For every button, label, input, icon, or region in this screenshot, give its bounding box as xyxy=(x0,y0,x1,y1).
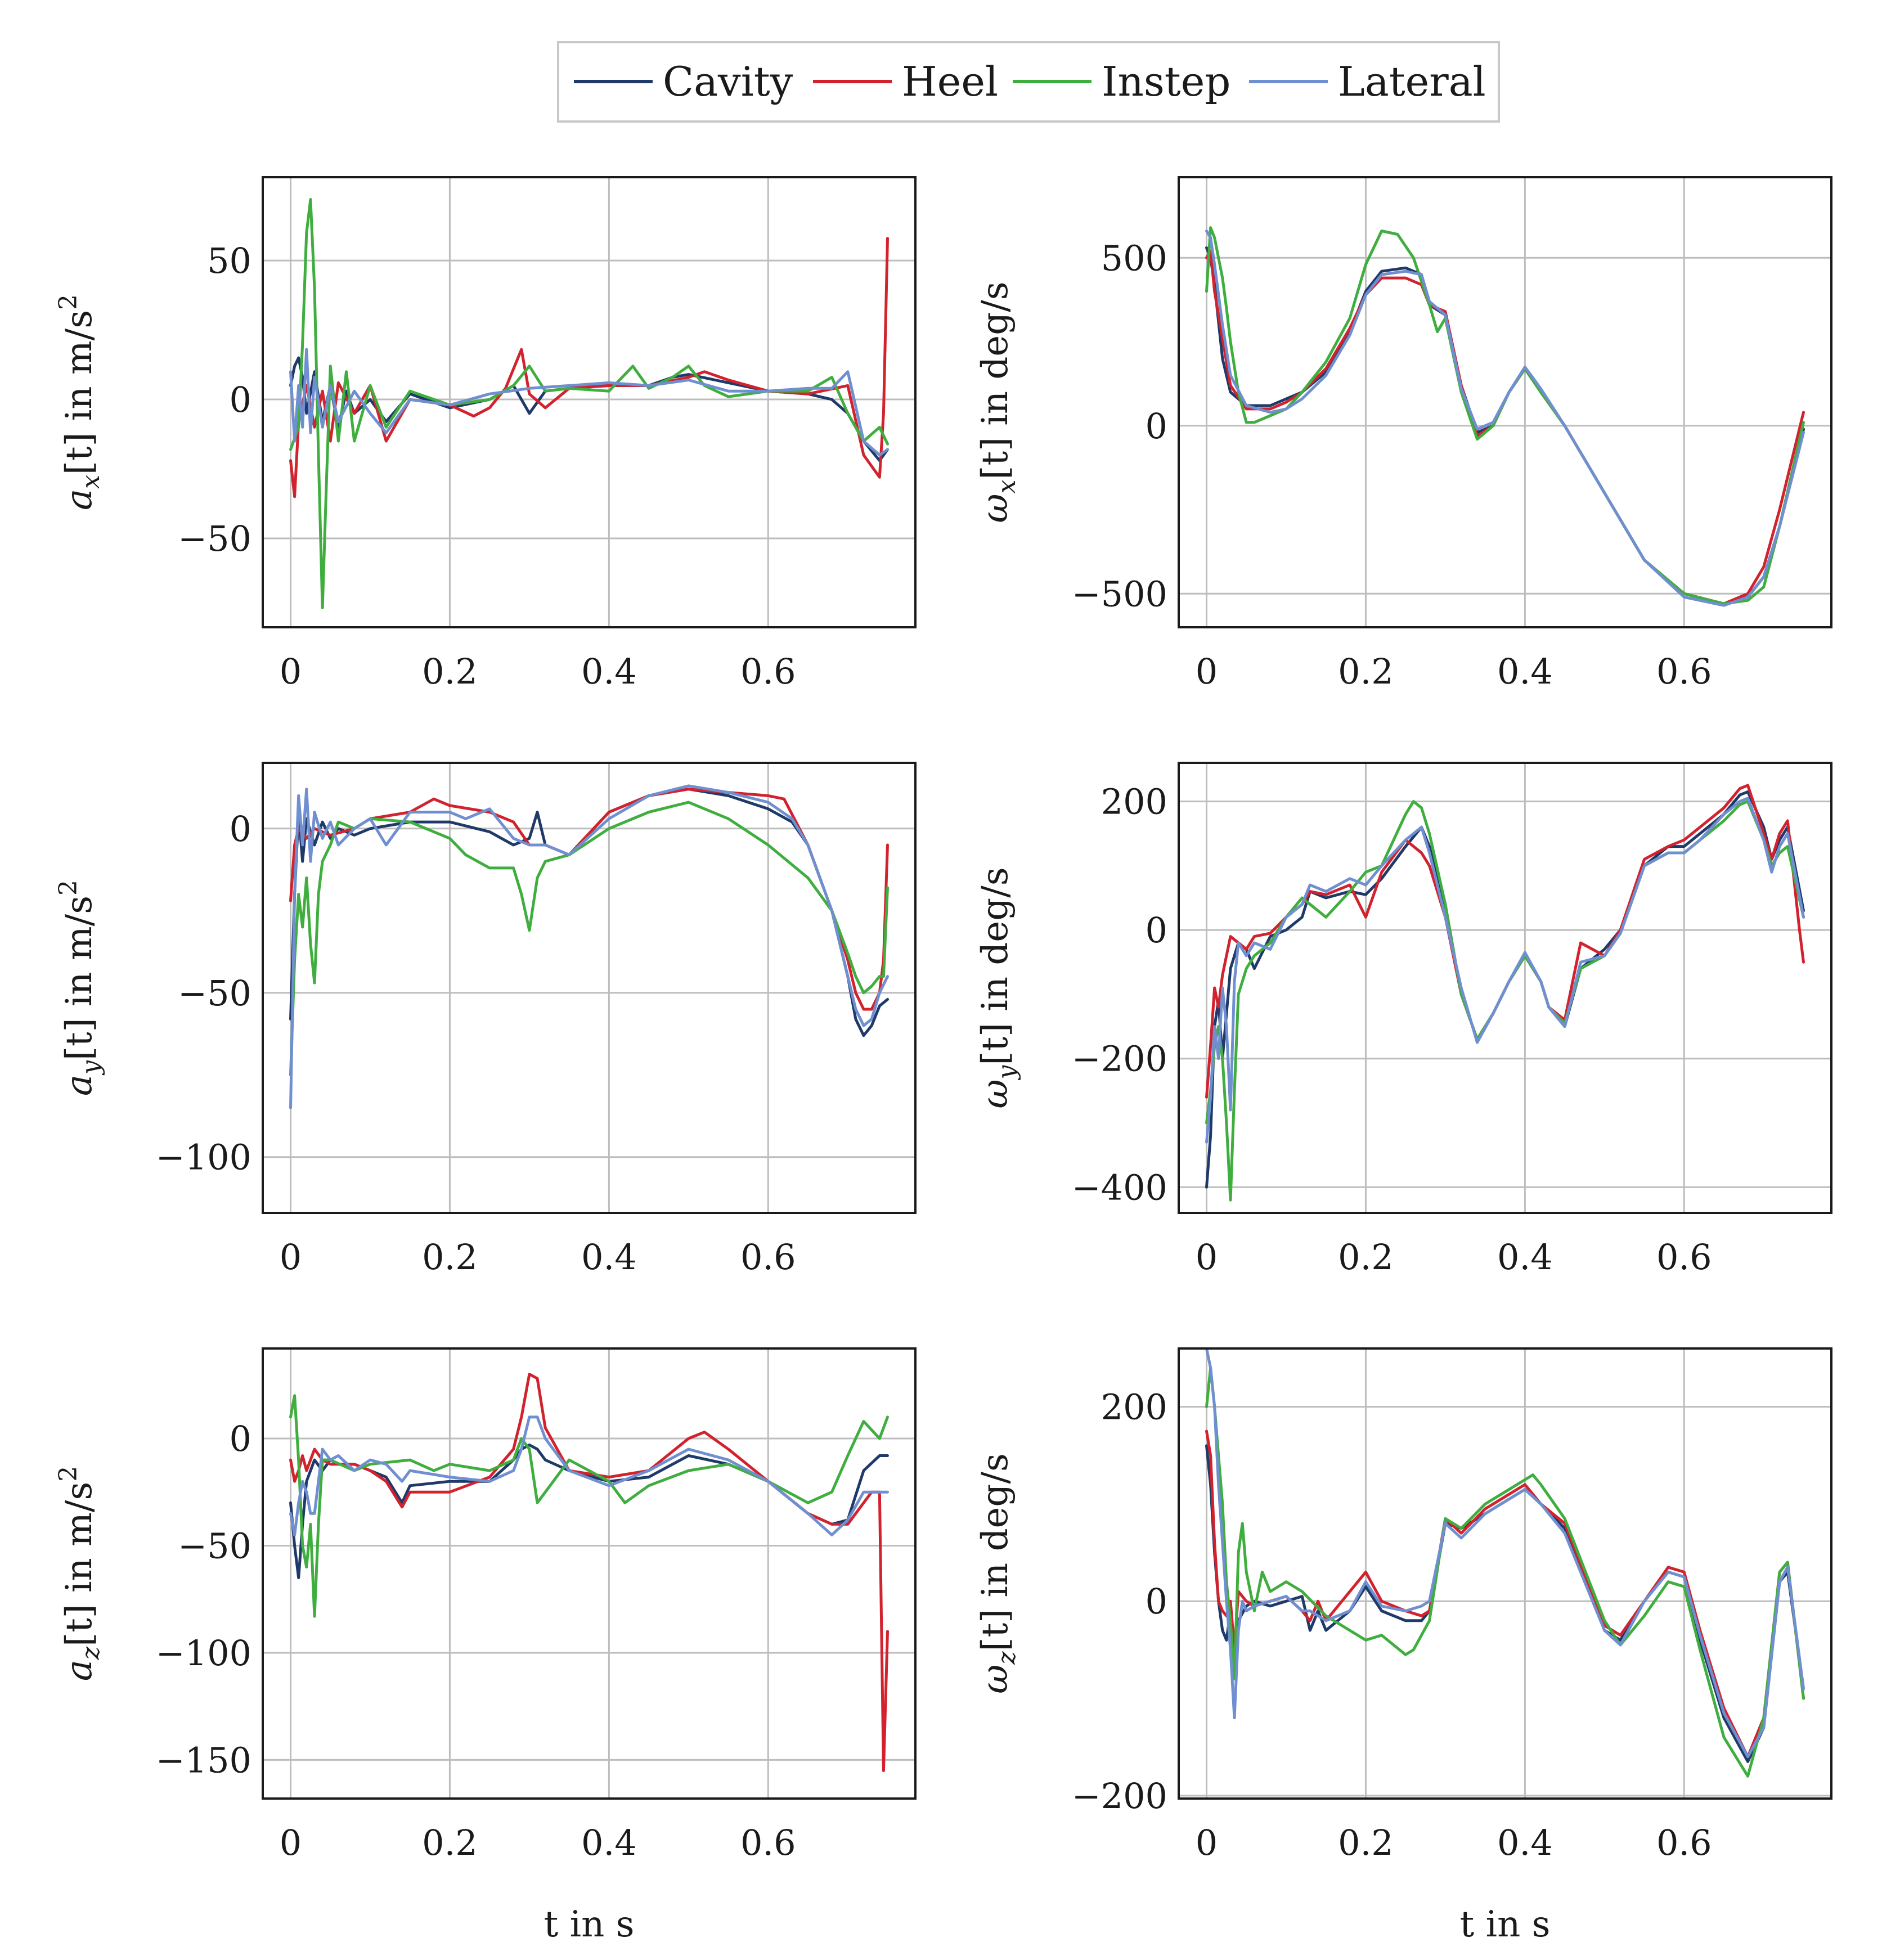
series-line-lateral xyxy=(289,784,889,1109)
y-tick-label: −100 xyxy=(156,1137,251,1178)
y-tick-label: 0 xyxy=(230,808,251,849)
series-group-ay xyxy=(289,784,889,1109)
x-tick-label: 0.2 xyxy=(422,1822,478,1863)
series-line-heel xyxy=(289,237,889,498)
y-tick-label: −50 xyxy=(178,1525,251,1566)
x-tick-label: 0.6 xyxy=(740,1237,796,1278)
x-tick-label: 0.4 xyxy=(1497,1822,1553,1863)
y-tick-label: −200 xyxy=(1072,1039,1167,1080)
y-tick-label: 0 xyxy=(230,1418,251,1459)
grid-ax xyxy=(263,177,915,627)
x-tick-label: 0.6 xyxy=(1656,651,1712,692)
y-axis-label: ωx[t] in deg/s xyxy=(974,281,1021,523)
y-tick-label: −200 xyxy=(1072,1775,1167,1817)
x-tick-label: 0.4 xyxy=(1497,1237,1553,1278)
y-tick-label: −150 xyxy=(156,1739,251,1781)
x-tick-label: 0 xyxy=(280,651,302,692)
plot-frame-ay xyxy=(262,762,917,1214)
x-tick-label: 0.6 xyxy=(1656,1822,1712,1863)
series-line-instep xyxy=(289,1394,889,1618)
chart-wz: 0 0.2 0.4 0.6 200 0 −200 ωz[t] in deg/s t in s xyxy=(974,1347,1832,1945)
y-tick-label: 0 xyxy=(1146,406,1167,447)
plot-frame-wx xyxy=(1178,176,1832,628)
y-tick-label: 200 xyxy=(1101,1387,1167,1428)
x-tick-label: 0.2 xyxy=(422,651,478,692)
x-tick-label: 0.4 xyxy=(581,1237,637,1278)
x-tick-label: 0 xyxy=(1196,1822,1218,1863)
grid-az xyxy=(263,1348,915,1799)
plot-frame-wy xyxy=(1178,762,1832,1214)
series-group-wz xyxy=(1205,1348,1805,1778)
series-group-wx xyxy=(1205,226,1805,607)
chart-ax: 0 0.2 0.4 0.6 50 0 −50 ax[t] in m/s2 xyxy=(54,176,917,692)
legend: Cavity Heel Instep Lateral xyxy=(557,41,1500,123)
series-line-instep xyxy=(289,801,889,1077)
chart-wy: 0 0.2 0.4 0.6 200 0 −200 −400 ωy[t] in deg/s xyxy=(974,762,1832,1278)
y-axis-label: ωy[t] in deg/s xyxy=(974,867,1021,1108)
y-tick-label: −500 xyxy=(1072,573,1167,614)
x-tick-label: 0.4 xyxy=(581,651,637,692)
legend-entry-heel: Heel xyxy=(813,58,998,105)
x-tick-label: 0 xyxy=(1196,651,1218,692)
x-tick-label: 0.4 xyxy=(581,1822,637,1863)
y-tick-label: 0 xyxy=(1146,1581,1167,1622)
legend-label-heel: Heel xyxy=(902,58,998,105)
y-tick-label: −400 xyxy=(1072,1167,1167,1208)
legend-entry-cavity: Cavity xyxy=(574,58,793,105)
legend-label-cavity: Cavity xyxy=(663,58,793,105)
grid-wx xyxy=(1179,177,1831,627)
x-tick-label: 0.2 xyxy=(422,1237,478,1278)
y-axis-label: ax[t] in m/s2 xyxy=(54,294,105,510)
chart-az: 0 0.2 0.4 0.6 0 −50 −100 −150 az[t] in m/s2 t in … xyxy=(54,1347,917,1945)
x-tick-label: 0 xyxy=(280,1237,302,1278)
series-group-az xyxy=(289,1373,889,1772)
y-tick-label: −50 xyxy=(178,518,251,559)
series-line-lateral xyxy=(289,1415,889,1536)
y-tick-label: −50 xyxy=(178,973,251,1014)
x-tick-label: 0.6 xyxy=(740,1822,796,1863)
x-tick-label: 0.4 xyxy=(1497,651,1553,692)
x-tick-label: 0.6 xyxy=(740,651,796,692)
series-line-lateral xyxy=(1205,1348,1805,1759)
x-tick-label: 0.2 xyxy=(1338,1822,1394,1863)
legend-label-instep: Instep xyxy=(1102,58,1230,105)
plot-frame-wz xyxy=(1178,1347,1832,1800)
x-tick-label: 0 xyxy=(280,1822,302,1863)
y-tick-label: 0 xyxy=(1146,910,1167,951)
legend-entry-instep: Instep xyxy=(1013,58,1230,105)
legend-label-lateral: Lateral xyxy=(1338,58,1486,105)
y-tick-label: −100 xyxy=(156,1633,251,1674)
series-line-instep xyxy=(1205,1366,1805,1778)
series-line-lateral xyxy=(1205,230,1805,607)
plot-frame-az xyxy=(262,1347,917,1800)
x-axis-label: t in s xyxy=(544,1904,635,1945)
series-group-wy xyxy=(1205,784,1805,1202)
plot-frame-ax xyxy=(262,176,917,628)
y-axis-label: ωz[t] in deg/s xyxy=(974,1453,1021,1694)
x-tick-label: 0.6 xyxy=(1656,1237,1712,1278)
y-tick-label: 0 xyxy=(230,379,251,420)
series-line-heel xyxy=(289,1373,889,1772)
x-axis-label: t in s xyxy=(1460,1904,1551,1945)
x-tick-label: 0 xyxy=(1196,1237,1218,1278)
x-tick-label: 0.2 xyxy=(1338,651,1394,692)
x-tick-label: 0.2 xyxy=(1338,1237,1394,1278)
chart-wx: 0 0.2 0.4 0.6 500 0 −500 ωx[t] in deg/s xyxy=(974,176,1832,692)
y-tick-label: 200 xyxy=(1101,781,1167,822)
chart-ay: 0 0.2 0.4 0.6 0 −50 −100 ay[t] in m/s2 xyxy=(54,762,917,1278)
series-line-lateral xyxy=(1205,797,1805,1144)
legend-entry-lateral: Lateral xyxy=(1249,58,1486,105)
y-tick-label: 50 xyxy=(207,240,251,281)
series-group-ax xyxy=(289,198,889,609)
y-axis-label: az[t] in m/s2 xyxy=(54,1466,105,1681)
y-axis-label: ay[t] in m/s2 xyxy=(54,880,105,1096)
series-line-lateral xyxy=(289,348,889,457)
y-tick-label: 500 xyxy=(1101,237,1167,278)
